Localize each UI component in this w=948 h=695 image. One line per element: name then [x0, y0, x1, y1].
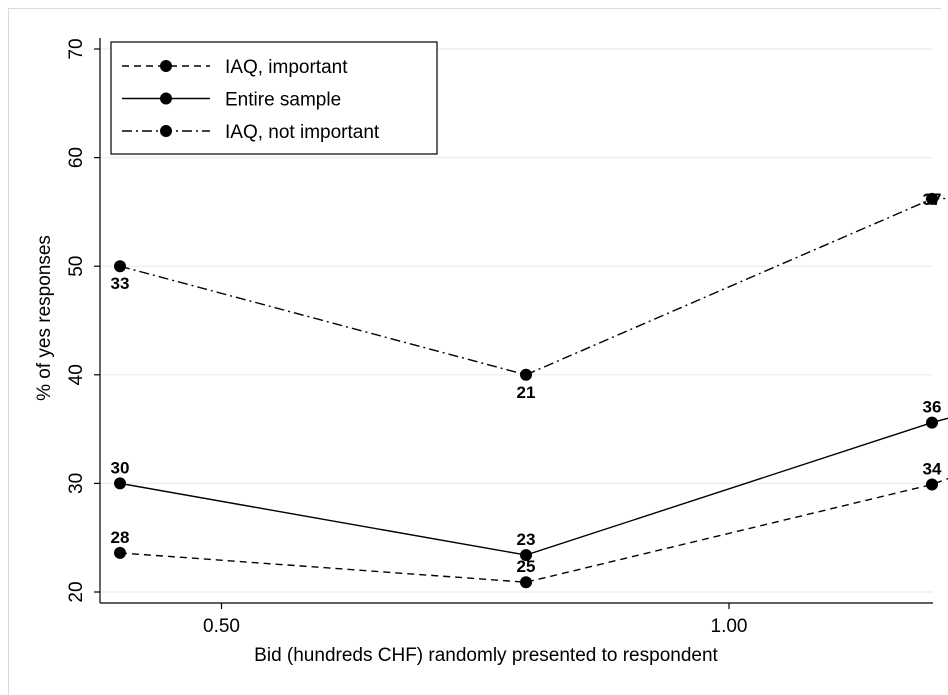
- series-line: [119, 417, 948, 556]
- data-point: [114, 260, 126, 273]
- y-tick-label: 70: [66, 38, 87, 59]
- data-label: 34: [923, 459, 942, 478]
- data-point: [926, 478, 938, 491]
- series-line: [119, 477, 948, 583]
- legend-label: IAQ, not important: [225, 122, 380, 143]
- data-label: 28: [111, 528, 130, 547]
- x-axis-title: Bid (hundreds CHF) randomly presented to…: [254, 645, 718, 666]
- data-label: 33: [111, 274, 130, 293]
- y-tick-label: 50: [66, 256, 87, 277]
- data-label: 23: [517, 530, 536, 549]
- y-axis-title: % of yes responses: [34, 235, 55, 401]
- data-point: [926, 192, 938, 205]
- legend-marker: [160, 92, 172, 105]
- data-label: 21: [517, 383, 536, 402]
- data-point: [926, 416, 938, 429]
- legend: IAQ, important Entire sample IAQ, not impo…: [110, 41, 438, 155]
- legend-marker: [160, 60, 172, 72]
- data-labels: 282534354871302336465359332137575749: [111, 190, 942, 576]
- data-point: [520, 368, 532, 381]
- legend-label: Entire sample: [225, 90, 341, 111]
- y-tick-label: 20: [66, 581, 87, 602]
- data-point: [520, 549, 532, 562]
- data-point: [520, 576, 532, 589]
- x-tick-label: 0.50: [203, 616, 240, 637]
- legend-marker: [160, 125, 172, 137]
- data-label: 37: [923, 190, 942, 209]
- x-tick-label: 1.00: [711, 616, 748, 637]
- data-label: 30: [111, 458, 130, 477]
- data-label: 36: [923, 398, 942, 417]
- y-tick-label: 60: [66, 147, 87, 168]
- y-tick-label: 40: [66, 364, 87, 385]
- y-tick-label: 30: [66, 473, 87, 494]
- data-label: 25: [517, 557, 536, 576]
- series-layer: [114, 192, 948, 589]
- legend-label: IAQ, important: [225, 57, 348, 78]
- data-point: [114, 477, 126, 490]
- data-point: [114, 546, 126, 559]
